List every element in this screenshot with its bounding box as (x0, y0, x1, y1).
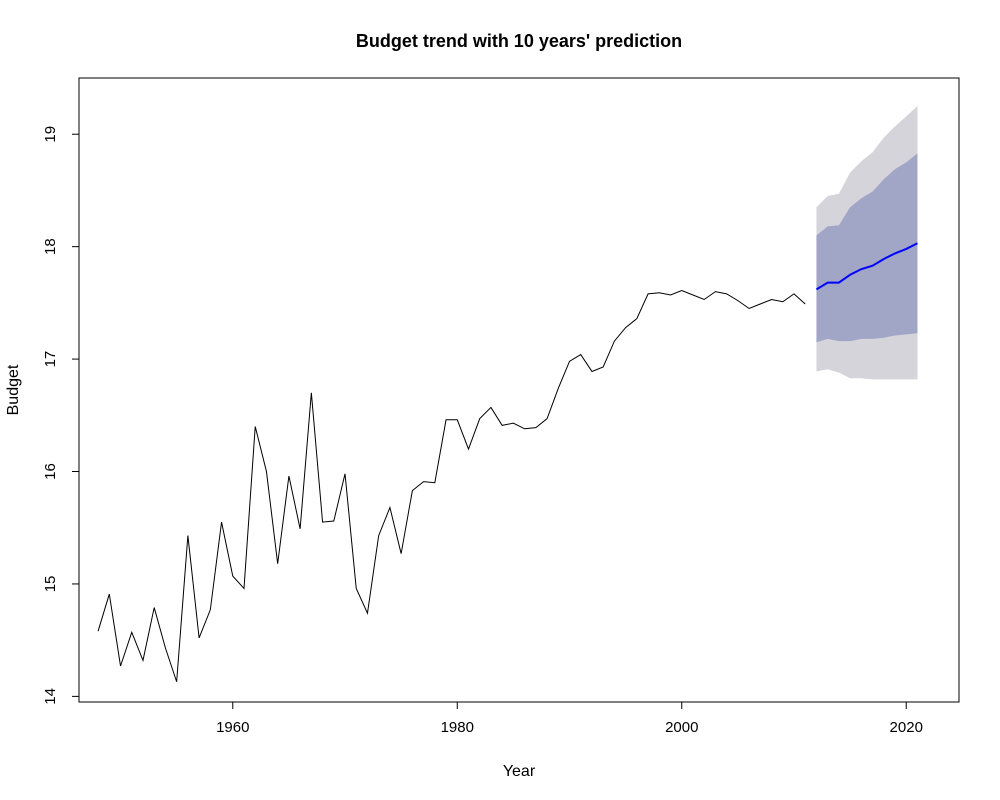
y-axis: 14 15 16 17 18 19 (42, 126, 80, 705)
y-tick-label: 14 (42, 688, 59, 705)
band-80 (816, 153, 918, 343)
y-tick-label: 15 (42, 576, 59, 593)
prediction-intervals (816, 106, 918, 380)
x-tick-label: 2020 (890, 719, 923, 736)
y-tick-label: 18 (42, 238, 59, 255)
x-tick-label: 1960 (216, 719, 249, 736)
x-tick-label: 1980 (441, 719, 474, 736)
y-tick-label: 16 (42, 463, 59, 480)
series-lines (97, 242, 918, 682)
forecast-line (815, 242, 918, 291)
y-tick-label: 17 (42, 351, 59, 368)
x-axis-label: Year (503, 763, 536, 780)
chart-title: Budget trend with 10 years' prediction (356, 31, 682, 51)
x-tick-label: 2000 (665, 719, 698, 736)
history-line (97, 289, 806, 682)
x-axis: 1960 1980 2000 2020 (216, 701, 923, 736)
y-axis-label: Budget (5, 364, 22, 415)
y-tick-label: 19 (42, 126, 59, 143)
